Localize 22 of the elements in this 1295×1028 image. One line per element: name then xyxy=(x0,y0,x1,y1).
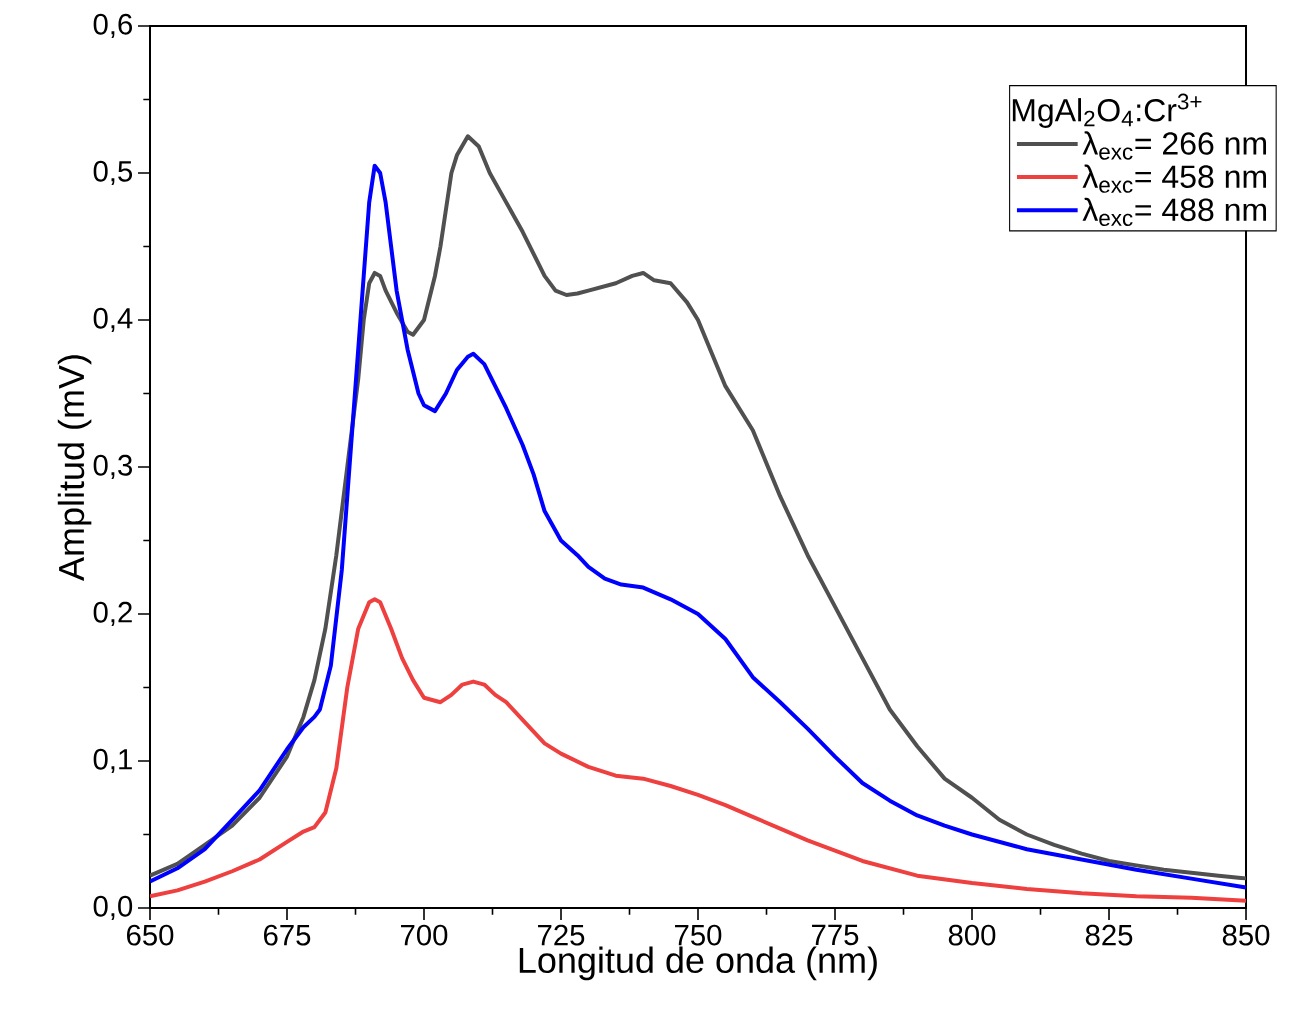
y-tick-label: 0,0 xyxy=(93,895,133,921)
legend-label: λ$_{exc}$= 458 nm xyxy=(1082,164,1267,193)
y-tick-label: 0,6 xyxy=(93,13,133,39)
legend-title: MgAl$_{2}$O$_{4}$:Cr$^{3+}$ xyxy=(1012,93,1202,128)
y-axis-title: Amplitud (mV) xyxy=(57,355,92,581)
x-tick-label: 775 xyxy=(812,924,859,946)
y-tick-label: 0,5 xyxy=(93,160,133,186)
x-tick-label: 725 xyxy=(538,924,585,946)
x-tick-label: 800 xyxy=(948,924,996,946)
y-tick-label: 0,2 xyxy=(93,601,132,627)
x-tick-label: 850 xyxy=(1222,924,1270,946)
y-tick-label: 0,3 xyxy=(93,454,133,480)
x-tick-label: 700 xyxy=(401,924,448,946)
legend-label: λ$_{exc}$= 488 nm xyxy=(1082,197,1267,227)
y-tick-label: 0,1 xyxy=(93,748,132,774)
x-tick-label: 675 xyxy=(264,924,311,946)
y-tick-label: 0,4 xyxy=(93,307,133,333)
x-axis-title: Longitud de onda (nm) xyxy=(519,946,877,981)
x-tick-label: 650 xyxy=(127,924,174,946)
x-tick-label: 825 xyxy=(1085,924,1133,946)
x-tick-label: 750 xyxy=(675,924,722,946)
legend-label: λ$_{exc}$= 266 nm xyxy=(1082,131,1267,160)
